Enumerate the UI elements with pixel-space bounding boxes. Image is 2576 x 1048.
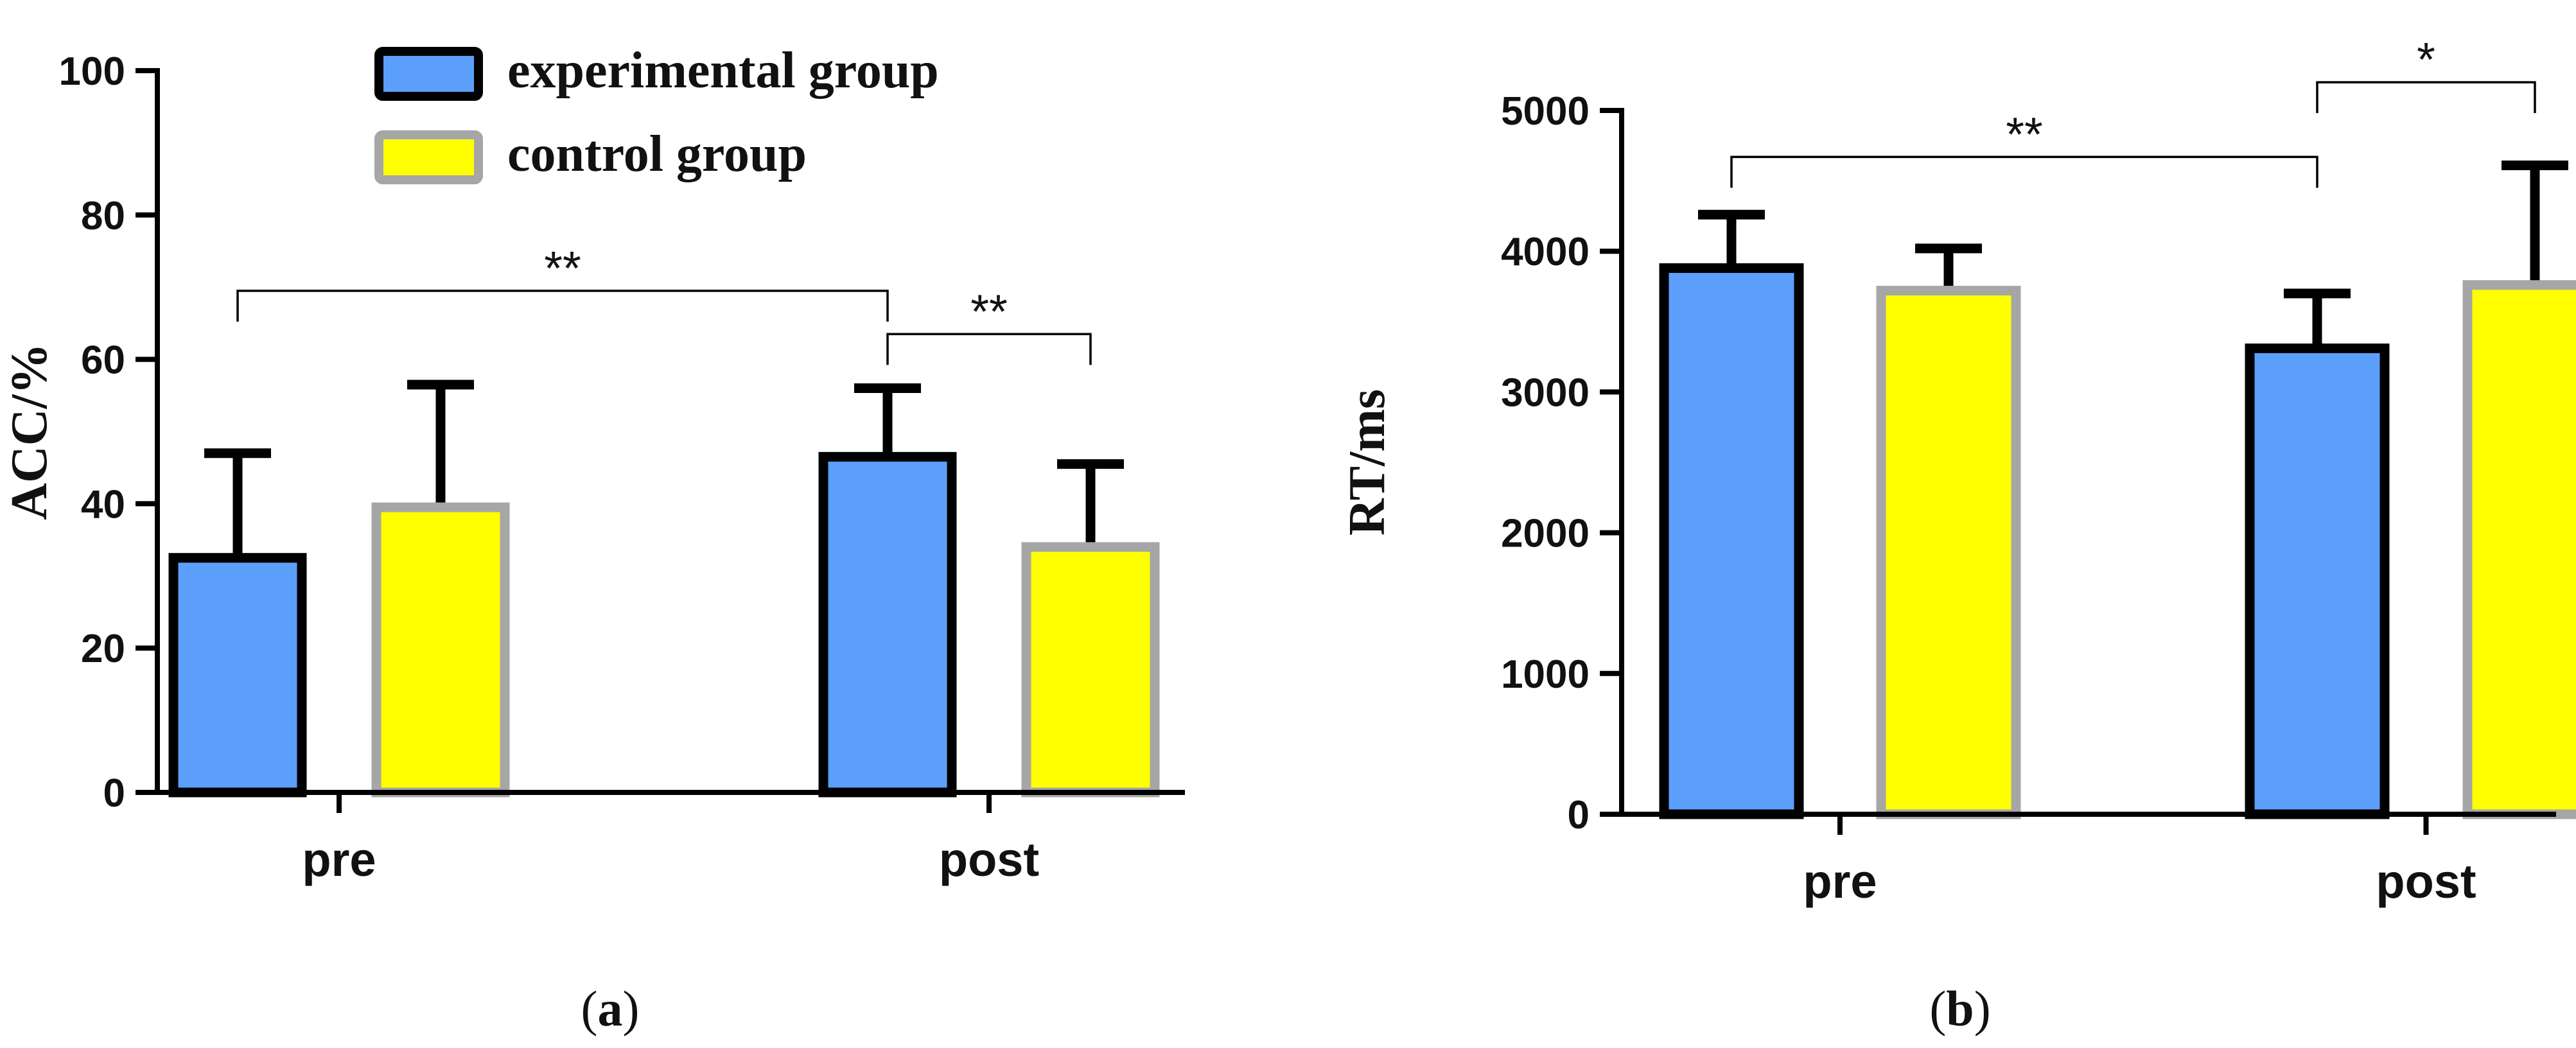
bar-experimental-post (2245, 343, 2390, 819)
panel-paren-open: ( (1929, 981, 1946, 1036)
legend-swatch-experimental (374, 47, 483, 101)
y-tick-label: 1000 (1501, 652, 1590, 697)
bar-control-pre (1876, 286, 2021, 819)
panel-letter: a (598, 981, 623, 1036)
x-tick-label: post (2376, 855, 2476, 908)
y-tick-label: 3000 (1501, 371, 1590, 415)
significance-bracket (236, 290, 889, 322)
x-tick-label: pre (1803, 855, 1877, 908)
y-axis-title: RT/ms (1339, 389, 1396, 536)
panel-label: (a) (581, 981, 640, 1036)
panel-paren-close: ) (1974, 981, 1991, 1036)
significance-label: ** (2006, 107, 2043, 161)
significance-bracket (886, 333, 1092, 365)
y-tick-label: 0 (1568, 793, 1590, 837)
y-tick-label: 60 (81, 338, 125, 383)
y-tick-label: 80 (81, 194, 125, 238)
bar-control-post (1021, 542, 1160, 798)
panel-paren-open: ( (581, 981, 598, 1036)
significance-label: ** (970, 284, 1008, 338)
y-tick-label: 20 (81, 627, 125, 671)
x-tick-label: pre (302, 833, 376, 886)
legend-label-experimental: experimental group (507, 42, 939, 99)
y-axis-title: ACC/% (1, 343, 58, 520)
panel-paren-close: ) (623, 981, 640, 1036)
chart-a: 0 20 40 60 80 100 pre post ACC/% ** ** experimental… (1, 42, 1185, 1036)
panel-label: (b) (1929, 981, 1990, 1036)
bar-experimental-post (818, 451, 957, 798)
significance-bracket (2316, 81, 2536, 114)
y-tick-label: 2000 (1501, 512, 1590, 556)
y-tick-label: 100 (59, 49, 125, 94)
x-tick-label: post (939, 833, 1039, 886)
panel-letter: b (1946, 981, 1974, 1036)
significance-bracket (1730, 155, 2318, 188)
legend-label-control: control group (507, 126, 807, 182)
y-tick-label: 5000 (1501, 89, 1590, 134)
bar-experimental-pre (168, 553, 307, 798)
significance-label: * (2417, 33, 2435, 86)
y-tick-label: 0 (103, 771, 125, 816)
significance-label: ** (544, 241, 581, 295)
bar-experimental-pre (1659, 263, 1804, 819)
y-tick-label: 40 (81, 482, 125, 527)
legend-swatch-control (374, 130, 483, 184)
y-tick-label: 4000 (1501, 230, 1590, 274)
bar-control-post (2462, 280, 2576, 819)
bar-control-pre (371, 502, 510, 798)
